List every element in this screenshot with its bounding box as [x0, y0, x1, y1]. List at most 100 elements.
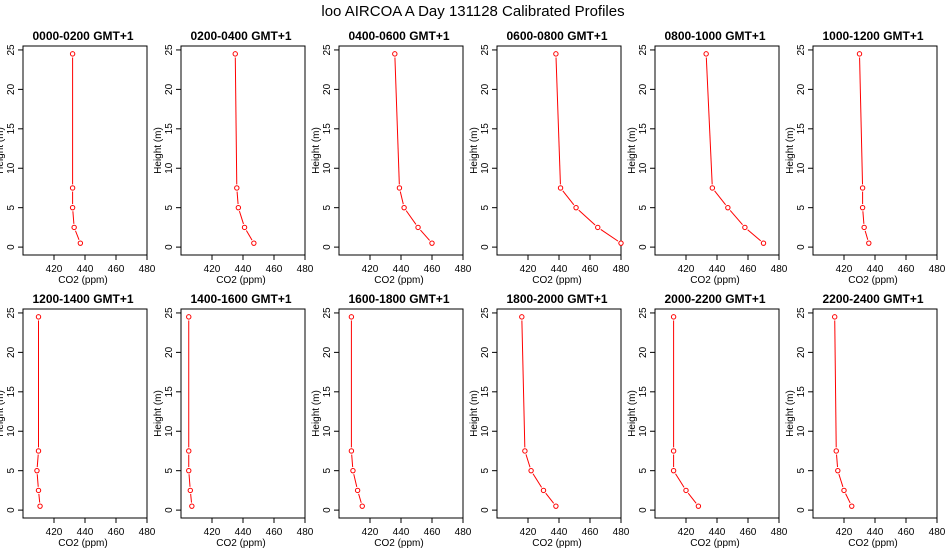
data-point — [519, 314, 525, 320]
panel-title: 2200-2400 GMT+1 — [822, 292, 923, 306]
x-tick-label: 420 — [362, 527, 379, 538]
x-tick-label: 460 — [424, 527, 441, 538]
series-line-segment — [532, 473, 543, 488]
y-tick-label: 25 — [638, 44, 649, 56]
x-axis-label: CO2 (ppm) — [374, 275, 423, 286]
series-line-segment — [238, 210, 244, 225]
y-tick-label: 20 — [6, 346, 17, 358]
y-tick-label: 25 — [638, 307, 649, 319]
x-tick-label: 440 — [77, 527, 94, 538]
y-tick-label: 10 — [480, 162, 491, 174]
x-tick-label: 480 — [929, 264, 946, 275]
panel-title: 1200-1400 GMT+1 — [32, 292, 133, 306]
y-tick-label: 15 — [6, 123, 17, 135]
x-tick-label: 440 — [867, 527, 884, 538]
data-point — [841, 487, 847, 494]
y-tick-label: 15 — [480, 386, 491, 398]
data-point — [234, 185, 240, 191]
x-axis-label: CO2 (ppm) — [532, 275, 581, 286]
y-axis-label: Height (m) — [153, 390, 164, 437]
data-point — [557, 185, 564, 191]
y-axis-label: Height (m) — [785, 390, 796, 437]
plot-frame — [338, 45, 464, 256]
data-point — [35, 487, 42, 494]
x-axis-label: CO2 (ppm) — [58, 538, 107, 549]
y-tick-label: 10 — [164, 162, 175, 174]
x-tick-label: 460 — [108, 264, 125, 275]
y-tick-label: 0 — [164, 244, 175, 250]
data-point — [348, 314, 355, 320]
data-point — [69, 185, 76, 191]
series-line-segment — [358, 493, 362, 503]
data-point — [859, 204, 866, 211]
y-tick-label: 10 — [638, 162, 649, 174]
y-tick-label: 10 — [480, 425, 491, 437]
x-tick-label: 420 — [362, 264, 379, 275]
data-point — [540, 487, 547, 494]
panel-3: 0400-0600 GMT+1 420 440 460 480 0 5 10 15 20 25 CO2… — [311, 29, 472, 286]
series-line-segment — [545, 492, 555, 504]
x-tick-label: 480 — [771, 527, 788, 538]
data-point — [553, 503, 559, 509]
data-point — [849, 503, 855, 509]
plot-frame — [338, 308, 464, 519]
panel-title: 1000-1200 GMT+1 — [822, 29, 923, 43]
y-tick-label: 5 — [638, 467, 649, 473]
data-point — [703, 51, 709, 57]
plot-frame — [812, 45, 938, 256]
y-tick-label: 20 — [796, 83, 807, 95]
x-tick-label: 480 — [455, 264, 472, 275]
series-line-segment — [675, 473, 685, 488]
x-tick-label: 420 — [520, 264, 537, 275]
x-tick-label: 420 — [46, 527, 63, 538]
data-point — [235, 204, 242, 211]
data-point — [742, 224, 748, 231]
x-tick-label: 460 — [898, 527, 915, 538]
y-tick-label: 0 — [6, 244, 17, 250]
y-tick-label: 25 — [480, 44, 491, 56]
y-tick-label: 20 — [322, 83, 333, 95]
y-tick-label: 20 — [480, 346, 491, 358]
x-tick-label: 480 — [613, 527, 630, 538]
x-tick-label: 440 — [551, 527, 568, 538]
data-point — [251, 240, 257, 246]
data-point — [348, 448, 355, 454]
y-tick-label: 5 — [796, 204, 807, 210]
x-axis-label: CO2 (ppm) — [216, 275, 265, 286]
data-point — [350, 467, 356, 474]
y-axis-label: Height (m) — [311, 390, 322, 437]
plot-frame — [812, 308, 938, 519]
x-tick-label: 480 — [139, 264, 156, 275]
series-line-segment — [394, 57, 400, 185]
y-tick-label: 20 — [638, 83, 649, 95]
y-tick-label: 15 — [638, 386, 649, 398]
data-point — [35, 314, 42, 320]
panel-title: 0800-1000 GMT+1 — [664, 29, 765, 43]
data-point — [856, 51, 863, 57]
x-tick-label: 420 — [836, 264, 853, 275]
series-line-segment — [188, 474, 191, 487]
y-tick-label: 0 — [480, 507, 491, 513]
y-axis-label: Height (m) — [153, 127, 164, 174]
y-tick-label: 5 — [480, 467, 491, 473]
data-point — [429, 240, 435, 246]
series-line-segment — [859, 57, 864, 185]
panel-7: 1200-1400 GMT+1 420 440 460 480 0 5 10 15 20 25 CO2… — [0, 292, 156, 549]
y-tick-label: 20 — [480, 83, 491, 95]
y-tick-label: 25 — [796, 44, 807, 56]
x-axis-label: CO2 (ppm) — [216, 538, 265, 549]
series-line-segment — [562, 190, 575, 206]
y-tick-label: 5 — [480, 204, 491, 210]
y-tick-label: 0 — [796, 507, 807, 513]
data-point — [401, 204, 407, 211]
series-line-segment — [521, 320, 526, 448]
y-axis-label: Height (m) — [0, 127, 6, 174]
y-tick-label: 20 — [638, 346, 649, 358]
x-tick-label: 460 — [108, 527, 125, 538]
y-tick-label: 10 — [322, 425, 333, 437]
x-axis-label: CO2 (ppm) — [848, 275, 897, 286]
x-axis-label: CO2 (ppm) — [58, 275, 107, 286]
panel-9: 1600-1800 GMT+1 420 440 460 480 0 5 10 15 20 25 CO2… — [311, 292, 472, 549]
y-tick-label: 5 — [322, 204, 333, 210]
panel-1: 0000-0200 GMT+1 420 440 460 480 0 5 10 15 20 25 CO2… — [0, 29, 156, 286]
